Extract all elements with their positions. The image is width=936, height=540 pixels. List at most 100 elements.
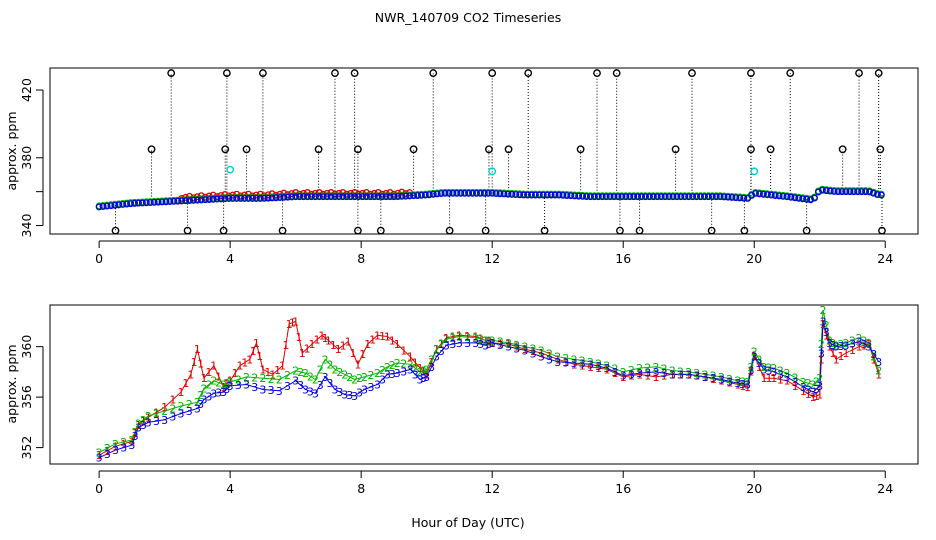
- series-red-marker: 1: [765, 372, 772, 385]
- series-blue-marker: 3: [860, 338, 867, 351]
- spike-high-point: [350, 69, 359, 77]
- series-blue-point: [307, 193, 315, 201]
- x-tick-label: 24: [877, 251, 893, 266]
- series-blue-marker: 3: [336, 386, 343, 399]
- series-red-marker: 1: [223, 378, 230, 391]
- spike-high-point: [524, 69, 533, 77]
- series-blue-point: [877, 191, 885, 199]
- series-red-marker: 1: [620, 371, 627, 384]
- series-blue-marker: 3: [312, 387, 319, 400]
- spike-high-point: [747, 69, 755, 77]
- series-blue-marker: 3: [816, 380, 823, 393]
- series-blue-marker: 3: [838, 340, 845, 353]
- series-blue-point: [516, 191, 524, 199]
- series-green-marker: 2: [685, 366, 692, 379]
- series-red-marker: 1: [818, 353, 825, 366]
- series-blue-marker: 3: [792, 376, 799, 389]
- series-blue-point: [704, 193, 712, 201]
- series-blue-point: [854, 188, 862, 196]
- series-blue-marker: 3: [587, 358, 594, 371]
- series-blue-point: [248, 194, 256, 202]
- series-red-marker: 1: [513, 341, 520, 354]
- series-red-marker: 1: [530, 345, 537, 358]
- series-blue-point: [740, 194, 748, 202]
- series-green-marker: 2: [718, 371, 725, 384]
- series-blue-point: [618, 193, 626, 201]
- series-blue-point: [335, 193, 343, 201]
- series-red-marker: 1: [628, 370, 635, 383]
- spike-low-point: [376, 226, 385, 235]
- series-green-marker: 2: [538, 344, 545, 357]
- series-blue-point: [630, 193, 638, 201]
- series-green-marker: 2: [194, 396, 201, 409]
- series-green-marker: 2: [178, 400, 185, 413]
- series-green-marker: 2: [571, 353, 578, 366]
- spike-mid-point: [671, 145, 680, 154]
- series-blue-point: [166, 198, 174, 205]
- series-blue-point: [327, 193, 335, 201]
- series-green-marker: 2: [860, 334, 867, 347]
- series-red-marker: 1: [829, 347, 836, 360]
- series-blue-marker: 3: [826, 337, 833, 350]
- series-blue-point: [410, 192, 418, 200]
- series-blue-point: [543, 191, 551, 199]
- series-red-marker: 1: [145, 411, 152, 424]
- series-red-marker: 1: [379, 330, 386, 343]
- series-green-marker: 2: [322, 353, 329, 366]
- series-green-marker: 2: [702, 368, 709, 381]
- series-blue-marker: 3: [777, 368, 784, 381]
- series-red-marker: 1: [579, 360, 586, 373]
- series-red-marker: 1: [860, 339, 867, 352]
- series-green-marker: 2: [546, 348, 553, 361]
- series-blue-point: [221, 195, 229, 203]
- series-blue-point: [818, 186, 826, 194]
- series-blue-point: [390, 193, 398, 201]
- series-blue-point: [508, 190, 516, 198]
- series-blue-point: [339, 193, 347, 201]
- series-blue-marker: 3: [132, 430, 139, 443]
- series-red-marker: 1: [562, 356, 569, 369]
- series-blue-point: [437, 190, 445, 198]
- series-red-marker: 1: [417, 362, 424, 375]
- series-green-marker: 2: [400, 358, 407, 371]
- series-green-marker: 2: [327, 358, 334, 371]
- series-green-marker: 2: [838, 338, 845, 351]
- series-blue-point: [201, 196, 209, 204]
- series-red-marker: 1: [571, 358, 578, 371]
- bottom-plot-frame: [49, 304, 919, 465]
- series-green-marker: 2: [530, 343, 537, 356]
- series-blue-marker: 3: [482, 339, 489, 352]
- series-blue-point: [712, 193, 720, 201]
- series-blue-point: [115, 201, 123, 209]
- series-blue-point: [645, 193, 653, 201]
- series-green-marker: 2: [870, 351, 877, 364]
- series-blue-marker: 3: [710, 372, 717, 385]
- series-green-marker: 2: [297, 366, 304, 379]
- series-green-marker: 2: [813, 375, 820, 388]
- series-red-marker: 1: [603, 363, 610, 376]
- series-blue-point: [280, 193, 288, 201]
- series-blue-point: [606, 193, 614, 201]
- series-green-marker: 2: [317, 363, 324, 376]
- series-blue-point: [862, 188, 870, 196]
- series-blue-marker: 3: [307, 385, 314, 398]
- top-marks: [95, 69, 886, 235]
- series-blue-point: [186, 197, 193, 204]
- series-blue-marker: 3: [595, 360, 602, 373]
- series-blue-point: [150, 198, 158, 206]
- series-blue-marker: 3: [297, 379, 304, 392]
- series-red-marker: 1: [259, 363, 266, 376]
- series-blue-point: [834, 188, 842, 196]
- series-red-marker: 1: [309, 338, 316, 351]
- series-red-marker: 1: [644, 370, 651, 383]
- series-blue-point: [811, 194, 818, 202]
- series-blue-point: [795, 194, 803, 202]
- spike-low-point: [219, 226, 228, 235]
- series-green-marker: 2: [331, 363, 338, 376]
- series-green-marker: 2: [433, 343, 440, 356]
- series-blue-marker: 3: [747, 365, 754, 378]
- series-blue-marker: 3: [361, 384, 368, 397]
- series-blue-point: [850, 188, 858, 196]
- x-tick-label: 16: [615, 251, 631, 266]
- series-green-marker: 2: [849, 334, 856, 347]
